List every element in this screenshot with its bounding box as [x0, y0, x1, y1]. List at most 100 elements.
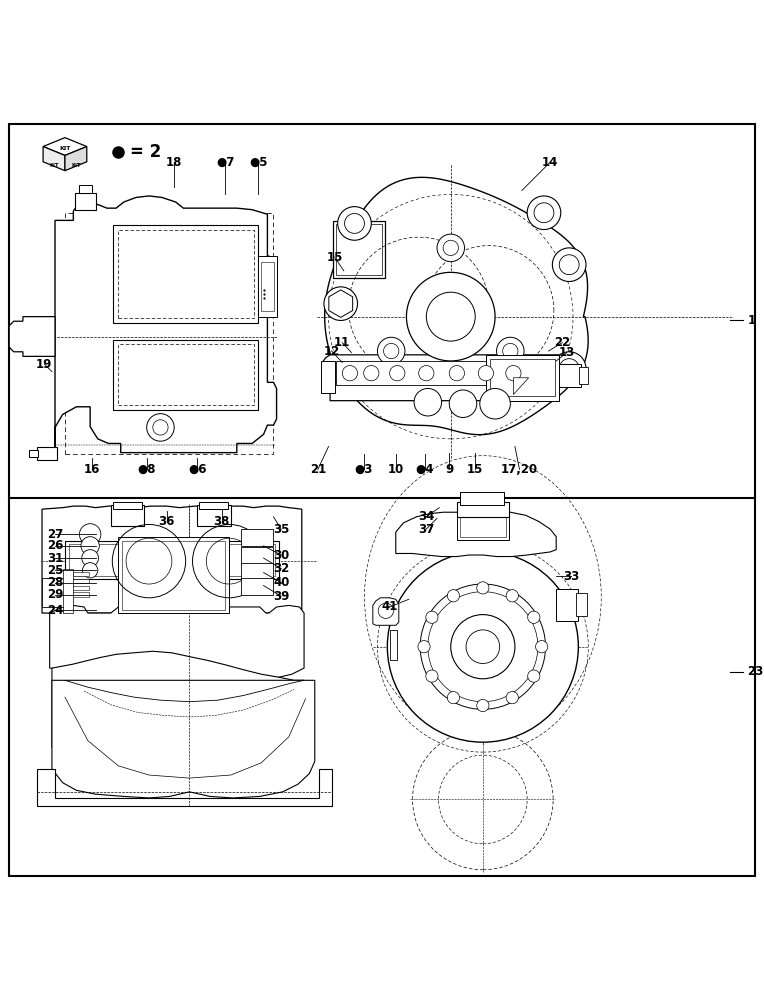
Bar — [111, 505, 144, 526]
Circle shape — [477, 582, 489, 594]
Text: 40: 40 — [273, 576, 290, 589]
Circle shape — [426, 611, 438, 623]
Bar — [42, 578, 66, 607]
Bar — [79, 185, 92, 193]
Polygon shape — [396, 512, 556, 557]
Bar — [486, 355, 559, 401]
Circle shape — [419, 366, 434, 381]
Circle shape — [497, 337, 524, 365]
Bar — [390, 630, 397, 660]
Bar — [241, 547, 273, 564]
Circle shape — [449, 390, 477, 417]
Text: KIT: KIT — [49, 163, 59, 168]
Bar — [73, 579, 89, 583]
Circle shape — [466, 630, 500, 663]
Polygon shape — [65, 147, 87, 171]
Bar — [118, 230, 254, 318]
Text: 22: 22 — [554, 336, 571, 349]
Text: 19: 19 — [36, 358, 53, 371]
Bar — [113, 340, 258, 410]
Bar — [241, 578, 273, 595]
Circle shape — [437, 234, 465, 262]
Circle shape — [443, 240, 458, 256]
Text: 11: 11 — [334, 336, 351, 349]
Circle shape — [503, 343, 518, 359]
Circle shape — [536, 641, 548, 653]
Polygon shape — [37, 769, 332, 806]
Text: 10: 10 — [387, 463, 404, 476]
Polygon shape — [43, 138, 87, 155]
Polygon shape — [43, 147, 65, 171]
Bar — [113, 502, 142, 509]
Text: 15: 15 — [467, 463, 484, 476]
Circle shape — [377, 337, 405, 365]
Text: 16: 16 — [83, 463, 100, 476]
Text: 9: 9 — [445, 463, 453, 476]
Circle shape — [364, 366, 379, 381]
Circle shape — [79, 524, 101, 545]
Circle shape — [478, 366, 494, 381]
Text: ●3: ●3 — [354, 463, 373, 476]
Bar — [65, 213, 273, 454]
Text: 30: 30 — [273, 549, 290, 562]
Bar — [241, 529, 273, 546]
Bar — [197, 505, 231, 526]
Polygon shape — [55, 196, 277, 454]
Circle shape — [81, 537, 99, 555]
Polygon shape — [52, 651, 304, 748]
Text: 26: 26 — [47, 539, 63, 552]
Polygon shape — [52, 680, 315, 798]
Circle shape — [506, 590, 518, 602]
Bar — [29, 450, 38, 457]
Text: ●4: ●4 — [416, 463, 434, 476]
Circle shape — [528, 611, 540, 623]
Text: 15: 15 — [326, 251, 343, 264]
Text: 17,20: 17,20 — [501, 463, 538, 476]
Bar — [73, 592, 89, 597]
Circle shape — [345, 214, 364, 233]
Text: 41: 41 — [381, 600, 398, 613]
Polygon shape — [322, 355, 567, 401]
Bar — [457, 502, 509, 517]
Circle shape — [406, 272, 495, 361]
Circle shape — [451, 615, 515, 679]
Text: 37: 37 — [418, 523, 435, 536]
Circle shape — [552, 248, 586, 281]
Bar — [73, 572, 89, 576]
Circle shape — [384, 343, 399, 359]
Bar — [73, 586, 89, 590]
Circle shape — [552, 352, 586, 385]
Circle shape — [534, 203, 554, 223]
Circle shape — [418, 641, 430, 653]
Polygon shape — [373, 598, 399, 625]
Circle shape — [449, 366, 465, 381]
Circle shape — [324, 287, 358, 320]
Text: 32: 32 — [273, 562, 290, 575]
Text: 1: 1 — [747, 314, 756, 327]
Circle shape — [477, 699, 489, 712]
Text: ●5: ●5 — [249, 156, 267, 169]
Circle shape — [153, 420, 168, 435]
Bar — [336, 361, 554, 385]
Text: 29: 29 — [47, 588, 63, 601]
Circle shape — [83, 563, 98, 578]
Circle shape — [506, 692, 518, 704]
Circle shape — [426, 670, 438, 682]
Circle shape — [426, 292, 475, 341]
Bar — [113, 225, 258, 323]
Circle shape — [147, 414, 174, 441]
Circle shape — [342, 366, 358, 381]
Text: 33: 33 — [563, 570, 580, 583]
Text: 12: 12 — [323, 345, 340, 358]
Text: 38: 38 — [213, 515, 230, 528]
Polygon shape — [9, 317, 55, 356]
Bar — [321, 361, 335, 393]
Bar — [65, 541, 279, 579]
Text: = 2: = 2 — [130, 143, 161, 161]
Text: 35: 35 — [273, 523, 290, 536]
Circle shape — [82, 550, 99, 566]
Circle shape — [528, 670, 540, 682]
Bar — [460, 515, 506, 537]
Text: KIT: KIT — [60, 146, 70, 151]
Bar — [258, 256, 277, 317]
